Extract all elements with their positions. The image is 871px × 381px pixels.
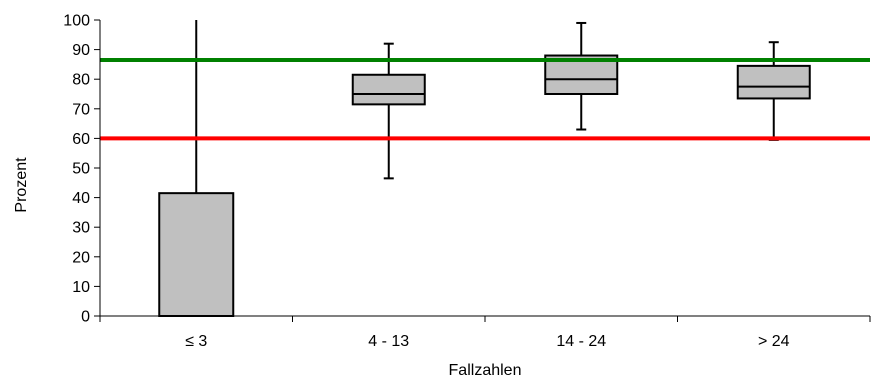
box-iqr bbox=[736, 64, 811, 100]
y-tick-label: 50 bbox=[72, 161, 90, 178]
x-axis-title: Fallzahlen bbox=[449, 362, 522, 379]
x-tick-label: ≤ 3 bbox=[185, 333, 207, 350]
box-3 bbox=[736, 41, 811, 141]
boxes-layer bbox=[158, 20, 811, 317]
y-tick-label: 60 bbox=[72, 131, 90, 148]
y-tick-label: 70 bbox=[72, 101, 90, 118]
x-tick-label: 14 - 24 bbox=[556, 333, 606, 350]
box-0 bbox=[158, 20, 235, 317]
box-iqr bbox=[351, 73, 426, 106]
y-tick-label: 90 bbox=[72, 42, 90, 59]
y-tick-label: 30 bbox=[72, 220, 90, 237]
y-tick-label: 80 bbox=[72, 72, 90, 89]
x-axis-ticks: ≤ 3 4 - 13 14 - 24 > 24 bbox=[99, 316, 871, 350]
y-axis-ticks: 0 10 20 30 40 50 60 70 80 90 100 bbox=[63, 13, 100, 326]
x-tick-label: 4 - 13 bbox=[368, 333, 409, 350]
y-tick-label: 40 bbox=[72, 190, 90, 207]
y-tick-label: 20 bbox=[72, 249, 90, 266]
x-tick-label: > 24 bbox=[758, 333, 790, 350]
y-tick-label: 0 bbox=[81, 309, 90, 326]
reference-lines-layer bbox=[100, 57, 870, 141]
y-tick-label: 10 bbox=[72, 279, 90, 296]
y-tick-label: 100 bbox=[63, 13, 90, 30]
box-1 bbox=[351, 42, 426, 180]
box-iqr bbox=[158, 192, 235, 317]
box-2 bbox=[544, 21, 619, 131]
y-axis-title: Prozent bbox=[13, 157, 30, 213]
